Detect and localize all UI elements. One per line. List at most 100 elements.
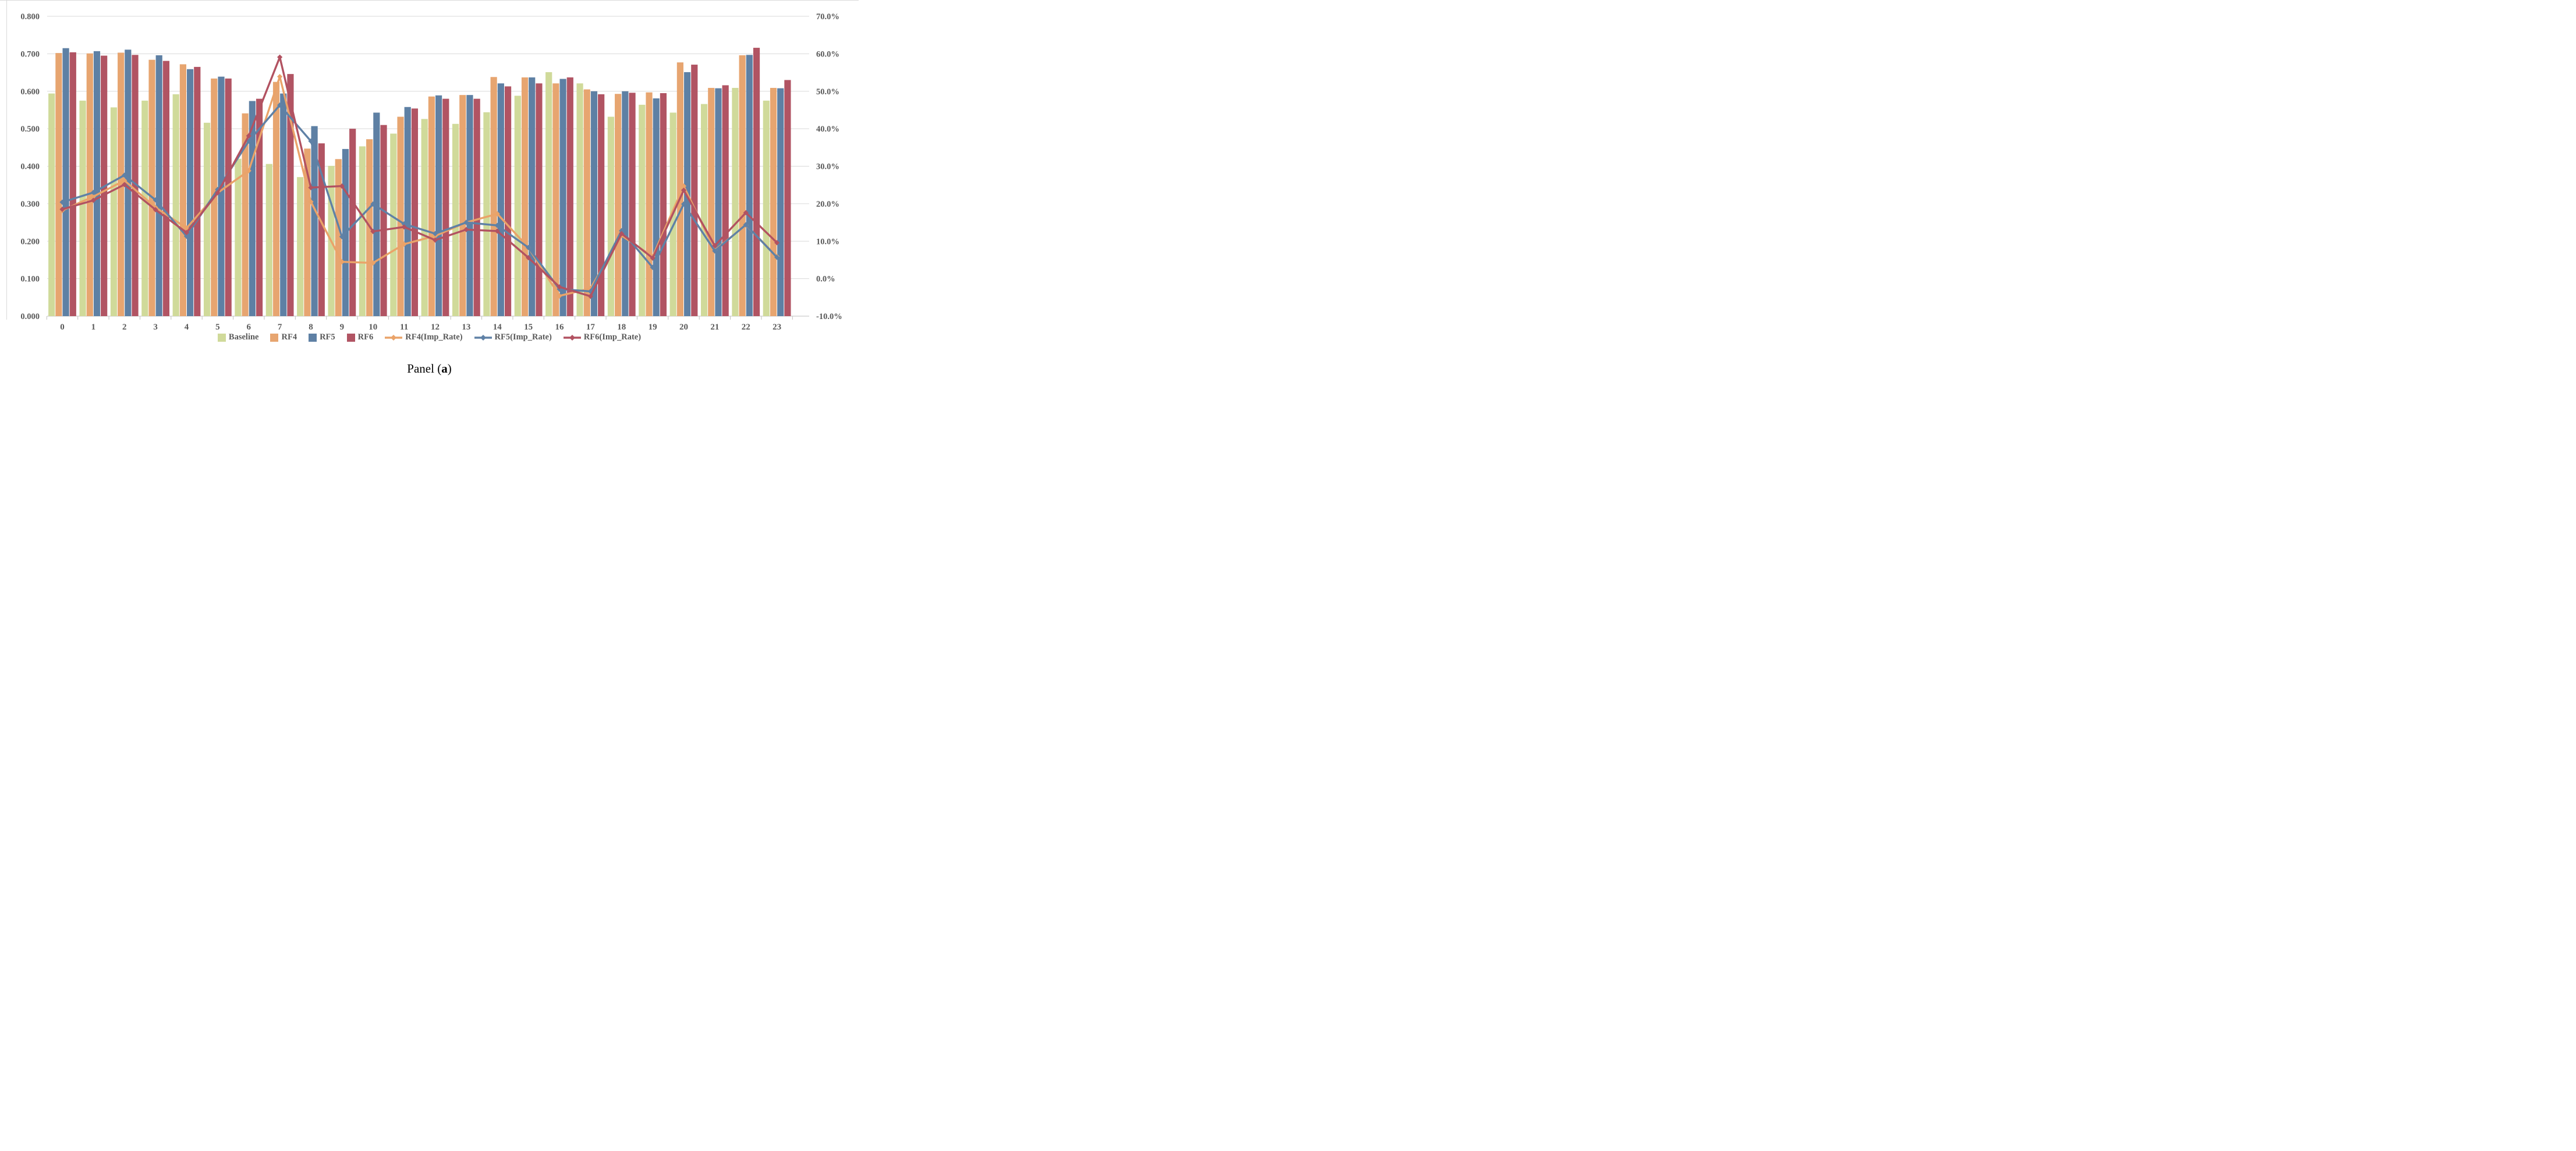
left-axis-tick-0.800: 0.800 bbox=[20, 12, 40, 22]
marker-RF6(Imp_Rate)-cat3 bbox=[153, 207, 158, 213]
marker-RF6(Imp_Rate)-cat10 bbox=[370, 228, 376, 235]
right-axis-tick--10.0%: -10.0% bbox=[816, 312, 842, 321]
marker-RF6(Imp_Rate)-cat18 bbox=[619, 231, 625, 236]
bar-Baseline-cat13 bbox=[452, 123, 459, 316]
bar-RF6-cat20 bbox=[691, 65, 698, 316]
marker-RF4(Imp_Rate)-cat8 bbox=[308, 199, 314, 205]
x-axis-label-2: 2 bbox=[122, 323, 127, 332]
x-axis-label-23: 23 bbox=[773, 323, 781, 332]
marker-RF5(Imp_Rate)-cat13 bbox=[463, 219, 469, 225]
marker-RF4(Imp_Rate)-cat14 bbox=[494, 211, 500, 217]
x-axis-label-0: 0 bbox=[60, 323, 65, 332]
bar-RF6-cat19 bbox=[660, 93, 667, 316]
caption-text-suffix: ) bbox=[447, 362, 452, 376]
bar-RF6-cat2 bbox=[132, 55, 139, 317]
marker-RF5(Imp_Rate)-cat9 bbox=[339, 233, 345, 240]
right-axis-tick-10.0%: 10.0% bbox=[816, 237, 839, 246]
bar-RF5-cat12 bbox=[435, 95, 442, 317]
marker-RF4(Imp_Rate)-cat6 bbox=[246, 168, 251, 173]
bar-RF5-cat8 bbox=[311, 126, 318, 316]
marker-RF5(Imp_Rate)-cat10 bbox=[370, 201, 376, 207]
chart-legend: Baseline RF4 RF5 RF6 RF4(Imp_Rate) RF5(Imp_Ra… bbox=[0, 332, 859, 342]
bar-Baseline-cat8 bbox=[297, 177, 304, 316]
figure-panel-a: 0.000 -10.0% 0.100 0.0% 0.200 10.0% 0.300 20.0%… bbox=[0, 0, 859, 384]
bar-RF5-cat7 bbox=[280, 93, 287, 317]
bar-RF5-cat5 bbox=[218, 76, 225, 317]
bar-RF4-cat1 bbox=[86, 53, 93, 316]
legend-item-RF6: RF6 bbox=[346, 332, 373, 342]
right-axis-tick-70.0%: 70.0% bbox=[816, 12, 839, 22]
bar-RF5-cat18 bbox=[622, 91, 629, 316]
bar-RF6-cat17 bbox=[598, 94, 605, 316]
left-axis-tick-0.500: 0.500 bbox=[20, 125, 40, 134]
left-axis-tick-0.000: 0.000 bbox=[20, 312, 40, 321]
marker-RF6(Imp_Rate)-cat4 bbox=[183, 229, 190, 236]
marker-RF6(Imp_Rate)-cat19 bbox=[650, 255, 655, 261]
bar-RF5-cat10 bbox=[373, 112, 380, 316]
bar-RF5-cat14 bbox=[497, 83, 504, 316]
bar-RF6-cat14 bbox=[504, 86, 512, 316]
marker-RF4(Imp_Rate)-cat20 bbox=[681, 183, 687, 189]
bar-Baseline-cat21 bbox=[700, 104, 708, 316]
left-axis-tick-0.400: 0.400 bbox=[20, 162, 40, 172]
bar-RF4-cat2 bbox=[118, 52, 125, 316]
marker-RF5(Imp_Rate)-cat23 bbox=[774, 254, 780, 260]
marker-RF6(Imp_Rate)-cat16 bbox=[557, 284, 562, 290]
marker-RF5(Imp_Rate)-cat11 bbox=[401, 221, 407, 227]
right-axis-tick-20.0%: 20.0% bbox=[816, 200, 839, 209]
x-axis-label-5: 5 bbox=[215, 323, 220, 332]
legend-item-RF5(Imp_Rate): RF5(Imp_Rate) bbox=[474, 332, 552, 342]
left-axis-tick-0.300: 0.300 bbox=[20, 200, 40, 209]
bar-RF4-cat0 bbox=[55, 53, 62, 317]
marker-RF6(Imp_Rate)-cat17 bbox=[587, 293, 593, 299]
marker-RF6(Imp_Rate)-cat8 bbox=[308, 185, 314, 190]
legend-label-RF4: RF4 bbox=[281, 332, 297, 342]
x-axis-label-3: 3 bbox=[153, 323, 158, 332]
bar-RF6-cat23 bbox=[784, 80, 791, 316]
marker-RF5(Imp_Rate)-cat14 bbox=[494, 222, 500, 228]
marker-RF5(Imp_Rate)-cat8 bbox=[308, 138, 314, 144]
bar-Baseline-cat4 bbox=[172, 94, 179, 316]
bar-RF4-cat8 bbox=[304, 148, 311, 316]
x-axis-label-17: 17 bbox=[586, 323, 596, 332]
legend-swatch-RF4 bbox=[270, 333, 279, 342]
bar-RF5-cat3 bbox=[155, 55, 162, 316]
marker-RF4(Imp_Rate)-cat10 bbox=[370, 260, 376, 266]
bar-RF4-cat9 bbox=[335, 159, 342, 316]
marker-RF5(Imp_Rate)-cat3 bbox=[153, 197, 158, 203]
bar-RF5-cat6 bbox=[249, 101, 256, 317]
right-axis-tick-40.0%: 40.0% bbox=[816, 125, 839, 134]
marker-RF5(Imp_Rate)-cat2 bbox=[122, 172, 127, 178]
bar-RF5-cat11 bbox=[404, 107, 411, 316]
bar-RF6-cat5 bbox=[225, 78, 232, 317]
bar-RF6-cat21 bbox=[722, 85, 729, 316]
caption-panel-letter: a bbox=[441, 362, 448, 376]
marker-RF4(Imp_Rate)-cat9 bbox=[339, 259, 345, 265]
right-axis-tick-60.0%: 60.0% bbox=[816, 49, 839, 59]
marker-RF5(Imp_Rate)-cat22 bbox=[743, 222, 749, 228]
right-axis-tick-30.0%: 30.0% bbox=[816, 162, 839, 172]
marker-RF5(Imp_Rate)-cat1 bbox=[90, 189, 96, 196]
bar-RF5-cat16 bbox=[559, 79, 566, 316]
bar-RF5-cat0 bbox=[62, 48, 69, 316]
marker-RF6(Imp_Rate)-cat14 bbox=[494, 228, 500, 234]
marker-RF6(Imp_Rate)-cat13 bbox=[463, 226, 469, 232]
bar-RF4-cat16 bbox=[552, 83, 559, 316]
bar-Baseline-cat17 bbox=[576, 83, 583, 316]
marker-RF5(Imp_Rate)-cat4 bbox=[183, 233, 190, 239]
bar-Baseline-cat6 bbox=[235, 158, 242, 316]
marker-RF6(Imp_Rate)-cat23 bbox=[774, 240, 780, 246]
bar-Baseline-cat12 bbox=[421, 119, 428, 316]
x-axis-label-19: 19 bbox=[649, 323, 657, 332]
bar-Baseline-cat0 bbox=[48, 93, 55, 317]
x-axis-label-18: 18 bbox=[617, 323, 626, 332]
bar-Baseline-cat15 bbox=[514, 95, 521, 316]
bar-Baseline-cat1 bbox=[79, 100, 86, 316]
marker-RF6(Imp_Rate)-cat6 bbox=[246, 133, 251, 139]
bar-Baseline-cat2 bbox=[110, 107, 118, 316]
legend-swatch-RF6 bbox=[346, 333, 355, 342]
bar-Baseline-cat23 bbox=[763, 100, 770, 316]
bar-Baseline-cat14 bbox=[483, 112, 490, 317]
line-RF4(Imp_Rate) bbox=[62, 75, 778, 297]
legend-swatch-RF5 bbox=[309, 333, 317, 342]
